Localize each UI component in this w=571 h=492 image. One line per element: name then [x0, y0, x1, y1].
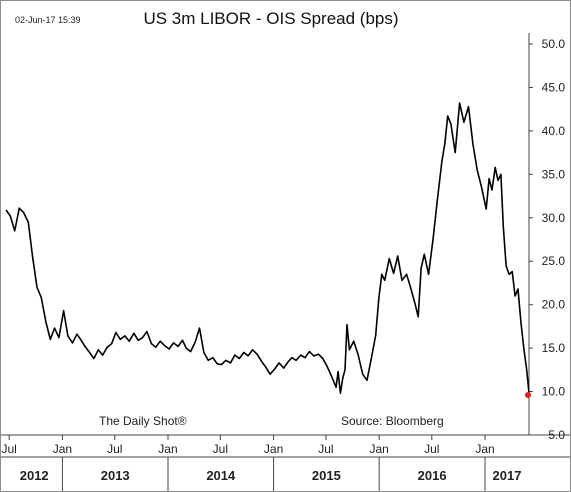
last-point-marker: [525, 392, 531, 399]
y-tick-label: 5.0: [548, 428, 565, 442]
x-tick-label: Jan: [53, 442, 72, 456]
chart-title: US 3m LIBOR - OIS Spread (bps): [143, 9, 398, 28]
series-line: [5, 102, 530, 395]
y-tick-label: 45.0: [542, 80, 566, 94]
x-tick-label: Jul: [107, 442, 122, 456]
y-tick-label: 35.0: [542, 167, 566, 181]
year-label: 2013: [101, 468, 130, 483]
y-tick-label: 30.0: [542, 211, 566, 225]
series-layer: [5, 102, 531, 399]
year-label: 2015: [312, 468, 341, 483]
x-tick-label: Jul: [213, 442, 228, 456]
y-tick-label: 10.0: [542, 385, 566, 399]
x-tick-label: Jan: [264, 442, 283, 456]
year-label: 2017: [493, 468, 522, 483]
year-label: 2012: [20, 468, 49, 483]
y-tick-label: 25.0: [542, 254, 566, 268]
x-tick-label: Jul: [424, 442, 439, 456]
timestamp-label: 02-Jun-17 15:39: [15, 15, 81, 25]
y-tick-label: 15.0: [542, 341, 566, 355]
y-tick-label: 40.0: [542, 124, 566, 138]
x-tick-label: Jan: [369, 442, 388, 456]
x-tick-label: Jan: [475, 442, 494, 456]
y-axis-ticks: 5.0 10.0 15.0 20.0 25.0 30.0 35.0 40.0 45.0 50.0: [529, 37, 565, 442]
year-label: 2016: [418, 468, 447, 483]
x-tick-label: Jan: [158, 442, 177, 456]
annotation-source: Source: Bloomberg: [341, 414, 444, 428]
y-tick-label: 50.0: [542, 37, 566, 51]
year-label: 2014: [206, 468, 236, 483]
annotation-daily-shot: The Daily Shot®: [99, 414, 187, 428]
year-labels: 2012 2013 2014 2015 2016 2017: [20, 457, 522, 491]
y-tick-label: 20.0: [542, 298, 566, 312]
x-tick-label: Jul: [2, 442, 17, 456]
x-axis-ticks: Jul Jan Jul Jan Jul Jan Jul Jan Jul Jan: [2, 435, 495, 456]
plot-frame: [1, 33, 570, 458]
x-tick-label: Jul: [318, 442, 333, 456]
